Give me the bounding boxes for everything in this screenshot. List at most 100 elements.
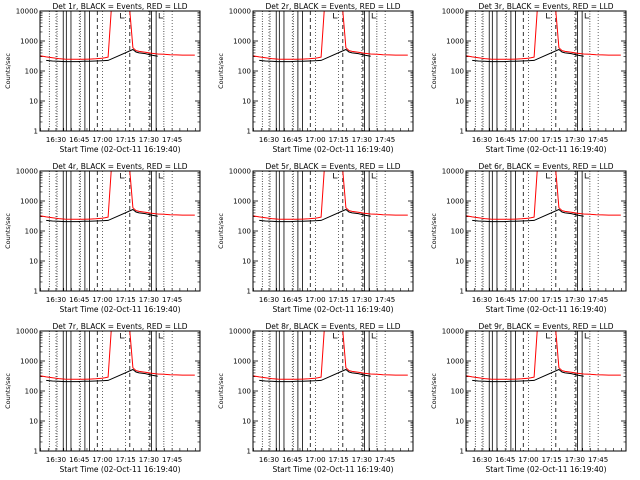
y-tick-label: 10000: [16, 328, 38, 336]
x-tick-label: 17:45: [375, 296, 395, 304]
x-tick-label: 17:00: [305, 296, 325, 304]
y-axis-label: Counts/sec: [4, 53, 12, 89]
y-tick-label: 1: [247, 448, 251, 456]
x-tick-label: 17:15: [542, 296, 562, 304]
panel-title: Det 9r, BLACK = Events, RED = LLD: [478, 322, 613, 331]
plot-frame: [465, 10, 627, 132]
x-tick-label: 17:30: [352, 456, 372, 464]
x-tick-label: 17:45: [375, 456, 395, 464]
lld-series-line: [40, 11, 195, 60]
y-tick-label: 100: [25, 68, 38, 76]
y-tick-label: 1: [34, 128, 38, 136]
bracket-mark: [333, 333, 338, 339]
panel-title: Det 8r, BLACK = Events, RED = LLD: [265, 322, 400, 331]
events-series-line: [472, 368, 584, 383]
y-tick-label: 10000: [442, 8, 464, 16]
x-tick-label: 17:15: [116, 136, 136, 144]
x-tick-label: 16:45: [495, 456, 515, 464]
y-axis-label: Counts/sec: [217, 373, 225, 409]
panel-5: Det 5r, BLACK = Events, RED = LLD Counts/…: [217, 162, 414, 314]
y-tick-label: 10: [29, 258, 38, 266]
panel-4: Det 4r, BLACK = Events, RED = LLD Counts/…: [4, 162, 201, 314]
y-tick-label: 1000: [20, 38, 38, 46]
x-tick-label: 16:30: [259, 456, 279, 464]
y-axis-label: Counts/sec: [430, 373, 438, 409]
x-tick-label: 17:15: [329, 456, 349, 464]
y-tick-label: 1: [460, 288, 464, 296]
y-tick-label: 1000: [446, 38, 464, 46]
x-tick-label: 16:30: [472, 456, 492, 464]
plot-area: [40, 331, 195, 451]
y-tick-label: 10000: [229, 328, 251, 336]
lld-series-line: [40, 331, 195, 380]
y-axis-label: Counts/sec: [217, 53, 225, 89]
events-series-line: [46, 48, 158, 63]
x-tick-label: 17:15: [329, 296, 349, 304]
y-tick-label: 10: [242, 418, 251, 426]
y-tick-label: 10000: [16, 168, 38, 176]
y-tick-label: 1: [247, 288, 251, 296]
bracket-mark: [584, 333, 590, 339]
x-tick-label: 17:00: [305, 456, 325, 464]
x-tick-label: 16:45: [282, 296, 302, 304]
panel-title: Det 4r, BLACK = Events, RED = LLD: [52, 162, 187, 171]
bracket-mark: [546, 13, 551, 19]
y-tick-label: 10: [29, 98, 38, 106]
x-tick-label: 17:30: [565, 296, 585, 304]
panel-title: Det 5r, BLACK = Events, RED = LLD: [265, 162, 400, 171]
y-tick-label: 1: [34, 288, 38, 296]
y-axis-label: Counts/sec: [4, 373, 12, 409]
bracket-mark: [371, 13, 377, 19]
plot-frame: [39, 10, 201, 132]
lld-series-line: [253, 331, 408, 380]
x-tick-label: 17:30: [565, 456, 585, 464]
x-tick-label: 17:30: [352, 136, 372, 144]
x-tick-label: 16:45: [69, 456, 89, 464]
y-tick-label: 10000: [16, 8, 38, 16]
bracket-mark: [371, 333, 377, 339]
panel-8: Det 8r, BLACK = Events, RED = LLD Counts/…: [217, 322, 414, 474]
x-axis-label: Start Time (02-Oct-11 16:19:40): [272, 305, 393, 314]
x-tick-label: 16:30: [46, 296, 66, 304]
y-tick-label: 1: [247, 128, 251, 136]
y-tick-label: 1000: [20, 198, 38, 206]
bracket-mark: [333, 173, 338, 179]
y-axis-label: Counts/sec: [430, 213, 438, 249]
bracket-mark: [546, 173, 551, 179]
bracket-mark: [158, 333, 164, 339]
x-tick-label: 16:45: [495, 296, 515, 304]
events-series-line: [259, 208, 371, 223]
y-tick-label: 1000: [233, 38, 251, 46]
x-tick-label: 16:45: [282, 136, 302, 144]
y-tick-label: 10: [455, 258, 464, 266]
lld-series-line: [253, 11, 408, 60]
x-tick-label: 17:45: [162, 296, 182, 304]
panel-6: Det 6r, BLACK = Events, RED = LLD Counts/…: [430, 162, 627, 314]
lld-series-line: [466, 171, 621, 220]
plot-area: [253, 331, 408, 451]
panel-3: Det 3r, BLACK = Events, RED = LLD Counts/…: [430, 2, 627, 154]
plot-area: [253, 11, 408, 131]
y-tick-label: 1000: [233, 198, 251, 206]
bracket-mark: [584, 173, 590, 179]
x-axis-label: Start Time (02-Oct-11 16:19:40): [272, 145, 393, 154]
x-tick-label: 17:30: [352, 296, 372, 304]
x-tick-label: 16:45: [495, 136, 515, 144]
plot-frame: [39, 330, 201, 452]
x-axis-label: Start Time (02-Oct-11 16:19:40): [485, 465, 606, 474]
x-tick-label: 17:15: [329, 136, 349, 144]
x-tick-label: 16:45: [69, 136, 89, 144]
x-tick-label: 17:30: [565, 136, 585, 144]
x-tick-label: 17:30: [139, 296, 159, 304]
y-tick-label: 100: [25, 228, 38, 236]
bracket-mark: [158, 13, 164, 19]
x-tick-label: 16:30: [472, 136, 492, 144]
y-axis-label: Counts/sec: [430, 53, 438, 89]
x-tick-label: 16:30: [259, 136, 279, 144]
bracket-mark: [546, 333, 551, 339]
plot-frame: [252, 10, 414, 132]
x-tick-label: 17:00: [92, 296, 112, 304]
x-axis-label: Start Time (02-Oct-11 16:19:40): [59, 305, 180, 314]
plot-frame: [252, 330, 414, 452]
lld-series-line: [253, 171, 408, 220]
